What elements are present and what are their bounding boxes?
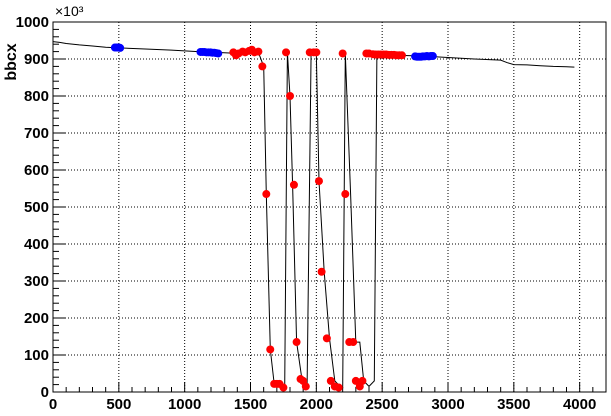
red-data-point bbox=[282, 48, 291, 57]
y-axis-label: bbcx bbox=[3, 43, 20, 80]
red-data-point bbox=[322, 334, 331, 343]
red-data-point bbox=[289, 180, 298, 189]
red-data-point bbox=[314, 177, 323, 186]
blue-data-point bbox=[116, 43, 125, 52]
x-tick-label: 1500 bbox=[234, 396, 267, 413]
x-tick-label: 0 bbox=[49, 396, 57, 413]
red-data-point bbox=[351, 376, 360, 385]
x-tick-label: 3000 bbox=[431, 396, 464, 413]
data-markers bbox=[110, 43, 437, 392]
red-data-point bbox=[301, 382, 310, 391]
y-tick-label: 200 bbox=[24, 310, 49, 327]
red-data-point bbox=[326, 376, 335, 385]
red-data-point bbox=[358, 376, 367, 385]
blue-data-point bbox=[214, 49, 223, 58]
red-data-point bbox=[266, 345, 275, 354]
y-tick-label: 700 bbox=[24, 125, 49, 142]
x-tick-label: 3500 bbox=[497, 396, 530, 413]
y-tick-label: 500 bbox=[24, 199, 49, 216]
red-data-point bbox=[397, 51, 406, 60]
x-tick-label: 1000 bbox=[168, 396, 201, 413]
y-tick-label: 400 bbox=[24, 236, 49, 253]
y-axis: 0 100 200 300 400 500 600 700 800 900 1000 bbox=[16, 14, 65, 401]
x-tick-label: 2000 bbox=[300, 396, 333, 413]
x-tick-label: 4000 bbox=[563, 396, 596, 413]
red-data-point bbox=[338, 49, 347, 58]
x-axis: 0 500 1000 1500 2000 2500 3000 3500 4000 bbox=[49, 382, 607, 413]
x-tick-label: 500 bbox=[106, 396, 131, 413]
blue-data-point bbox=[428, 52, 437, 61]
y-tick-label: 0 bbox=[41, 384, 49, 401]
red-data-point bbox=[292, 338, 301, 347]
grid-lines bbox=[53, 22, 606, 392]
red-data-point bbox=[286, 92, 294, 100]
red-data-point bbox=[254, 47, 263, 56]
red-data-point bbox=[349, 338, 358, 347]
y-axis-exponent-label: ×10³ bbox=[55, 3, 84, 19]
y-tick-label: 1000 bbox=[16, 14, 49, 31]
red-data-point bbox=[312, 48, 321, 57]
y-tick-label: 800 bbox=[24, 88, 49, 105]
red-data-point bbox=[258, 62, 267, 71]
x-tick-label: 2500 bbox=[365, 396, 398, 413]
red-data-point bbox=[262, 190, 271, 199]
red-data-point bbox=[334, 383, 343, 392]
red-data-point bbox=[317, 267, 326, 276]
y-tick-label: 600 bbox=[24, 162, 49, 179]
y-tick-label: 900 bbox=[24, 51, 49, 68]
y-tick-label: 100 bbox=[24, 347, 49, 364]
red-data-point bbox=[279, 383, 288, 392]
red-data-point bbox=[341, 190, 350, 199]
y-tick-label: 300 bbox=[24, 273, 49, 290]
